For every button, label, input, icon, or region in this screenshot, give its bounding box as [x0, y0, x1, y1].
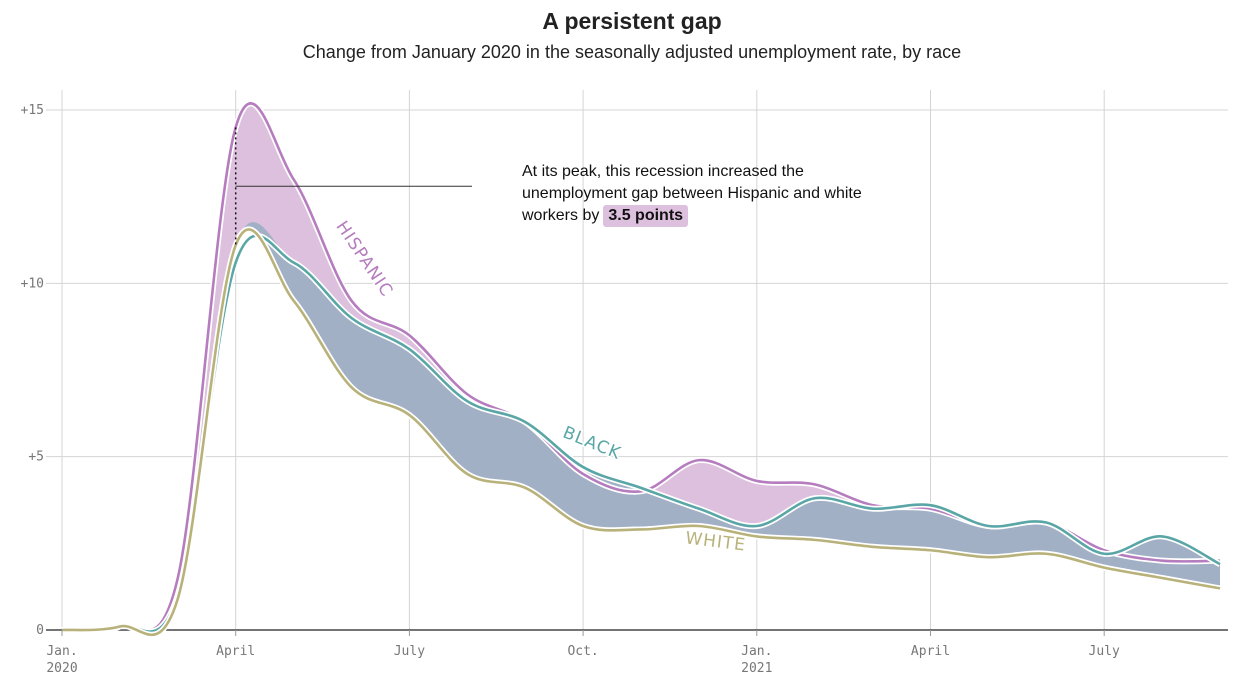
series-lines: [61, 100, 1222, 638]
x-tick-sublabel: 2020: [46, 661, 77, 676]
y-tick-label: 0: [36, 623, 44, 638]
x-tick-label: April: [911, 644, 950, 659]
x-tick-label: Oct.: [567, 644, 598, 659]
annotation-marks: [234, 127, 472, 246]
y-tick-label: +15: [21, 103, 44, 118]
x-tick-label: July: [1089, 644, 1120, 659]
y-tick-label: +5: [28, 450, 44, 465]
x-tick-label: Jan.: [741, 644, 772, 659]
black-gap-area: [62, 222, 1220, 635]
x-tick-label: April: [216, 644, 255, 659]
series-line-white: [61, 228, 1221, 636]
x-tick-label: Jan.: [46, 644, 77, 659]
y-tick-label: +10: [21, 276, 44, 291]
peak-gap-annotation: At its peak, this recession increased th…: [522, 161, 862, 227]
chart-title: A persistent gap: [542, 8, 722, 34]
x-tick-sublabel: 2021: [741, 661, 772, 676]
annotation-text: At its peak, this recession increased th…: [522, 163, 862, 224]
annotation-highlight: 3.5 points: [603, 205, 689, 227]
axis-ticks: 0 +5 +10 +15 Jan. 2020 April July Oct. Jan. 2021 Ap…: [21, 103, 1121, 676]
chart-subtitle: Change from January 2020 in the seasonal…: [302, 42, 962, 62]
x-tick-label: July: [394, 644, 425, 659]
